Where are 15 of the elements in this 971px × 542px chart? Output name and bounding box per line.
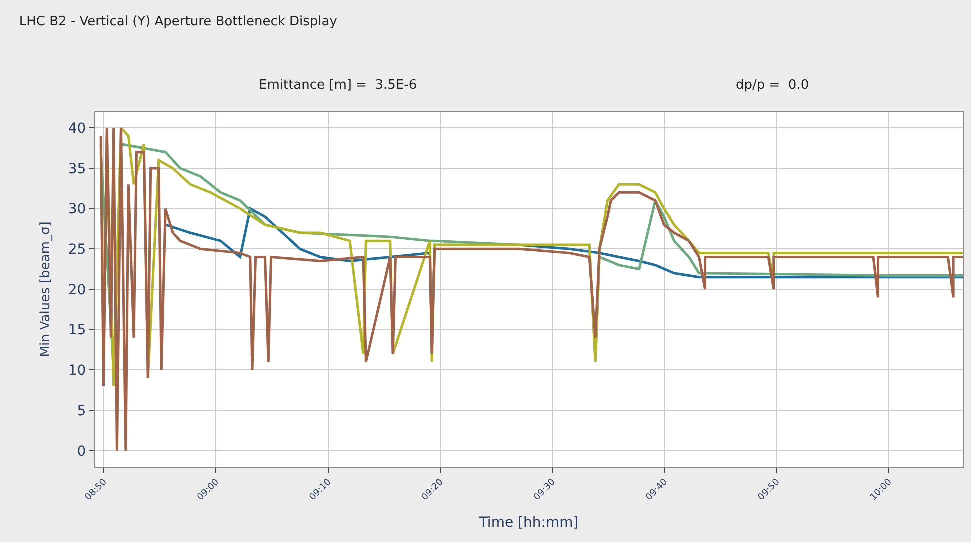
y-tick-label: 30 [68, 202, 86, 218]
x-axis-title: Time [hh:mm] [478, 515, 579, 532]
y-axis-title: Min Values [beam_σ] [38, 222, 54, 358]
text: dp/p = 0.0 [736, 78, 810, 93]
y-tick-label: 15 [68, 322, 86, 339]
y-tick-label: 5 [77, 403, 86, 420]
y-tick-label: 10 [68, 363, 86, 380]
chart-title: LHC B2 - Vertical (Y) Aperture Bottleneck Display [19, 14, 338, 30]
y-tick-label: 20 [68, 282, 86, 298]
y-tick-label: 25 [68, 242, 86, 258]
y-tick-label: 0 [77, 444, 86, 460]
y-tick-label: 35 [68, 161, 86, 178]
text: Emittance [m] = 3.5E-6 [259, 78, 418, 93]
line-series [100, 126, 963, 452]
y-tick-label: 40 [68, 121, 86, 138]
